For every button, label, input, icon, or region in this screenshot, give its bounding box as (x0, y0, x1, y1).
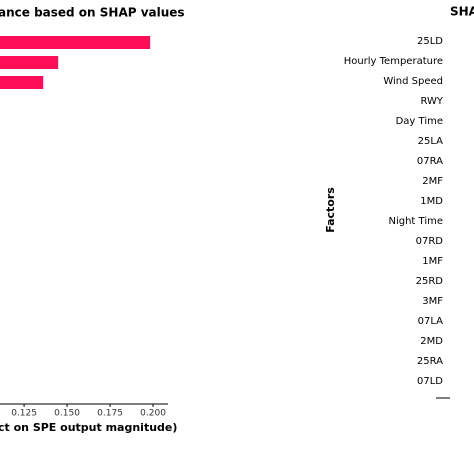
bar (0, 36, 151, 49)
y-tick-label: 2MD (420, 336, 443, 347)
y-tick-label: 25RA (417, 356, 443, 367)
x-tick-label: 0.175 (97, 409, 123, 419)
y-tick-label: 1MF (422, 256, 443, 267)
x-axis-label: ct on SPE output magnitude) (0, 421, 177, 434)
y-tick-label: 1MD (420, 196, 443, 207)
bar (0, 76, 43, 89)
y-tick-label: 3MF (422, 296, 443, 307)
chart-title: ance based on SHAP values (0, 6, 185, 20)
y-tick-label: 2MF (422, 176, 443, 187)
y-tick-label: 07RD (416, 236, 444, 247)
y-tick-label: 25LA (418, 136, 444, 147)
y-tick-label: 07LA (418, 316, 444, 327)
y-tick-label: 07LD (417, 376, 443, 387)
chart-title: SHA (450, 5, 474, 19)
y-axis-label: Factors (324, 187, 337, 233)
y-tick-label: Night Time (388, 216, 443, 227)
x-tick-label: 0.200 (140, 409, 166, 419)
y-tick-label: RWY (420, 96, 443, 107)
x-tick-label: 0.125 (11, 409, 37, 419)
bar (0, 56, 59, 69)
y-tick-label: Wind Speed (383, 76, 443, 87)
y-tick-label: Hourly Temperature (344, 56, 443, 67)
y-tick-label: Day Time (396, 116, 443, 127)
x-tick-label: 0.150 (54, 409, 80, 419)
y-tick-label: 25LD (417, 36, 443, 47)
y-tick-label: 07RA (417, 156, 443, 167)
y-tick-label: 25RD (416, 276, 444, 287)
